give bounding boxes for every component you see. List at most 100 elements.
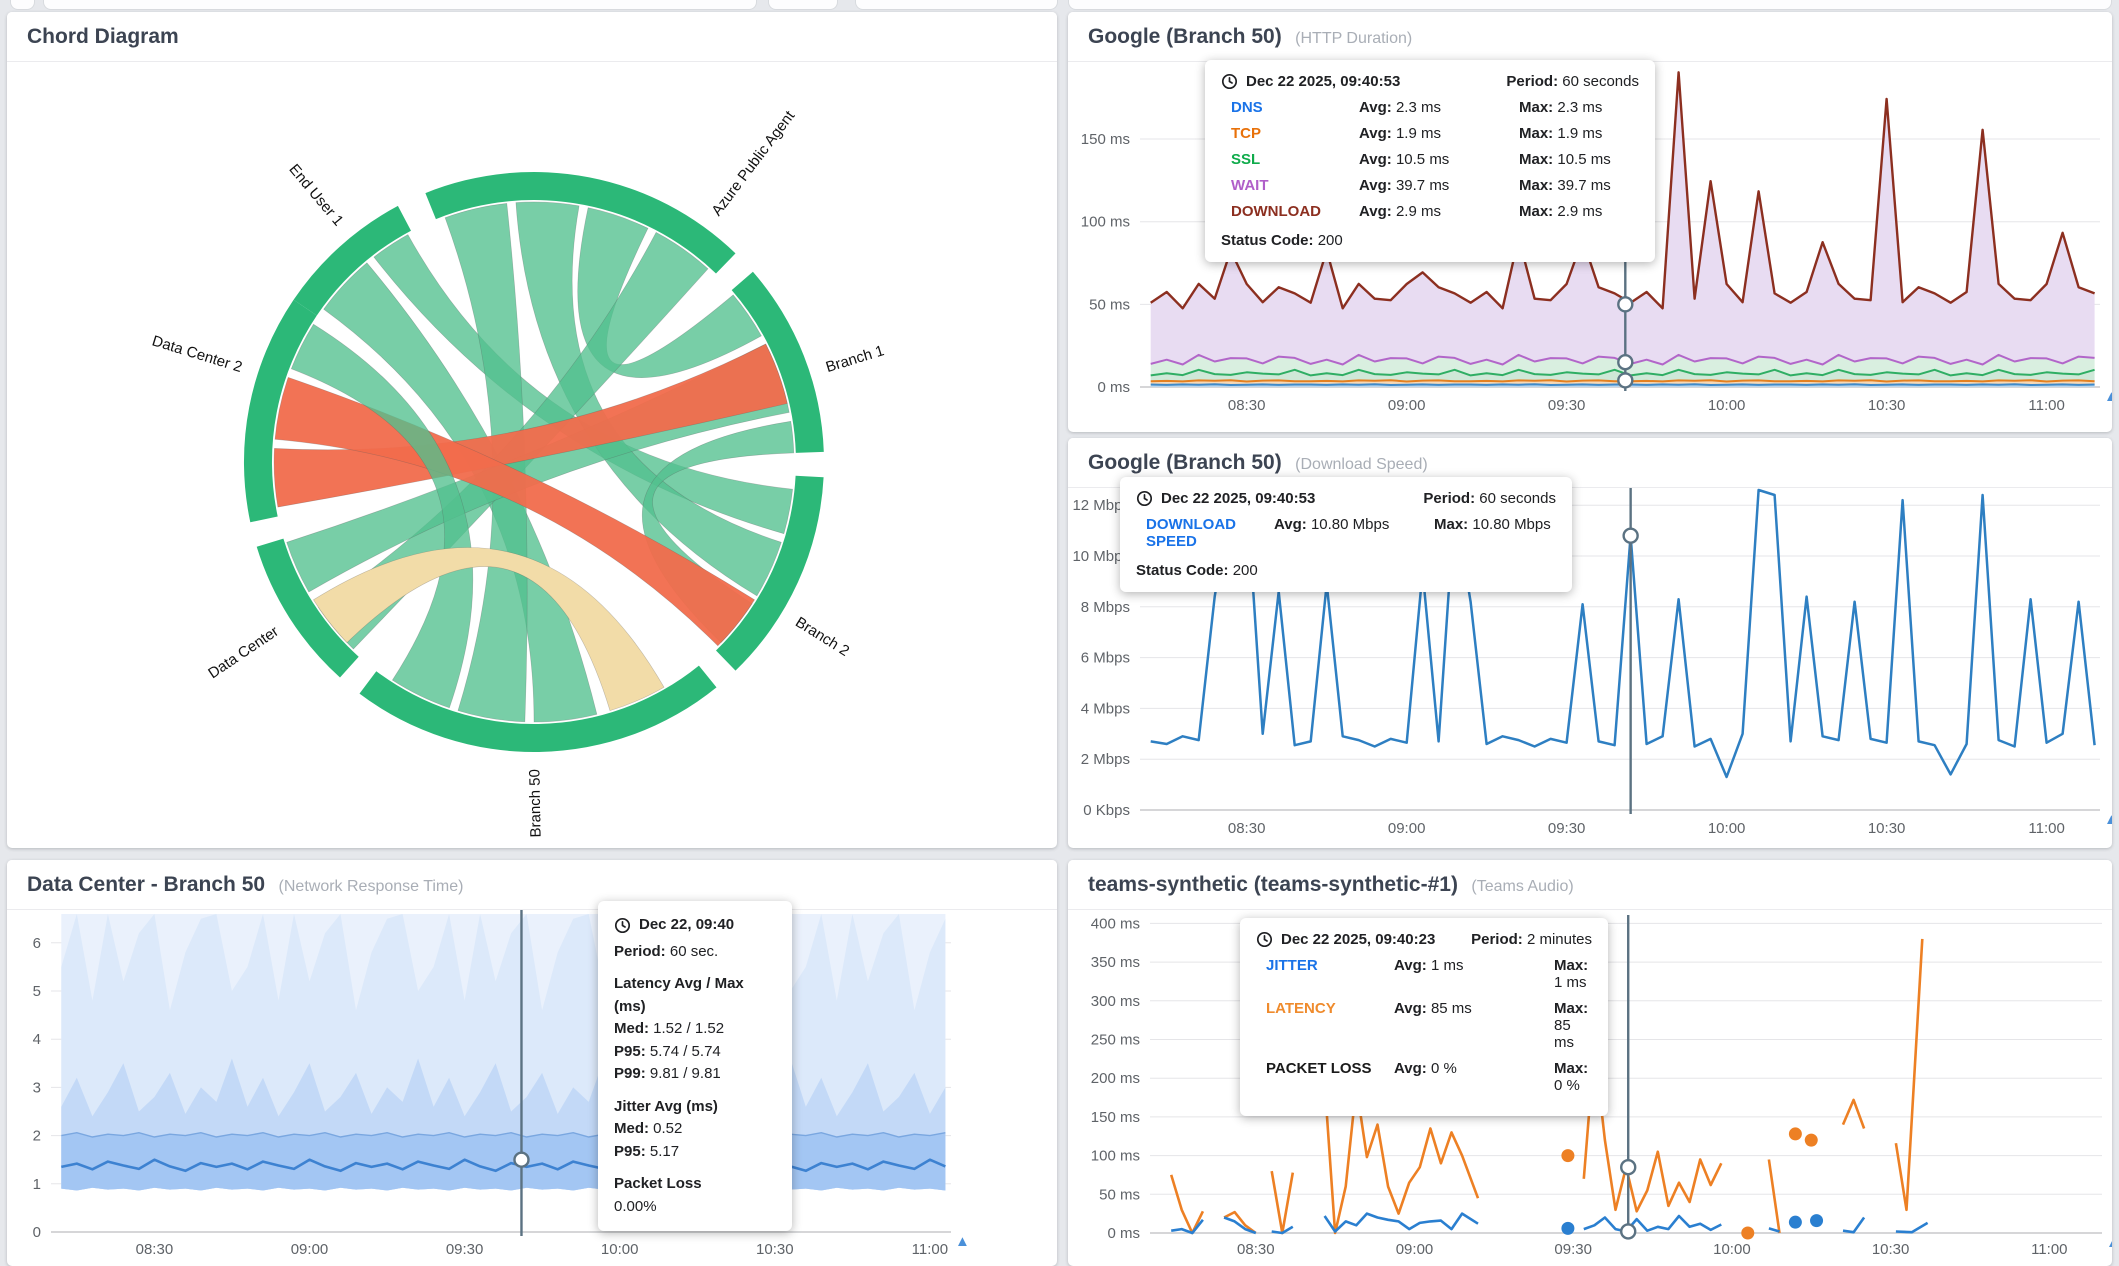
y-axis-label: 50 ms <box>1089 296 1130 313</box>
x-axis-label: 08:30 <box>1228 820 1266 837</box>
chord-arc-data-center[interactable] <box>256 538 359 678</box>
chord-arc-end-user-1[interactable] <box>293 205 411 316</box>
y-axis-label: 0 <box>33 1224 41 1241</box>
x-axis-label: 10:00 <box>601 1241 639 1258</box>
panel-title: Google (Branch 50) <box>1088 25 1282 48</box>
panel-title: Chord Diagram <box>27 25 179 48</box>
chord-ribbon-red[interactable] <box>274 377 755 647</box>
data-dot-latency <box>1804 1133 1818 1147</box>
tooltip-time: Dec 22, 09:40 <box>639 916 735 933</box>
crosshair-marker <box>1617 296 1634 313</box>
x-axis-label: 11:00 <box>912 1241 948 1258</box>
series-segment-latency <box>1841 1098 1866 1129</box>
chord-ribbon-green[interactable] <box>290 323 474 709</box>
series-max: Max: 0 % <box>1554 1060 1589 1094</box>
top-tab[interactable] <box>43 0 757 10</box>
y-axis-label: 150 ms <box>1081 131 1130 148</box>
series-segment-jitter <box>1895 1221 1929 1234</box>
tooltip-period: Period: 60 seconds <box>1423 490 1556 507</box>
y-axis-label: 300 ms <box>1091 993 1140 1010</box>
series-name: SSL <box>1231 151 1261 168</box>
band-inner <box>61 1132 946 1191</box>
zoom-reset-triangle-icon[interactable]: ▲ <box>2104 388 2112 405</box>
y-axis-label: 0 ms <box>1107 1225 1140 1242</box>
chord-plot: End User 1 Azure Public Agent Branch 1 Bran… <box>150 107 886 838</box>
top-tab[interactable] <box>855 0 1058 10</box>
tooltip-header: Dec 22 2025, 09:40:53 Period: 60 seconds <box>1136 490 1556 507</box>
chord-label-data-center-2: Data Center 2 <box>150 332 244 376</box>
x-axis-label: 10:30 <box>1868 397 1906 414</box>
series-avg: Avg: 1.9 ms <box>1359 125 1441 142</box>
panel-title: teams-synthetic (teams-synthetic-#1) <box>1088 873 1458 896</box>
y-axis-label: 400 ms <box>1091 915 1140 932</box>
tooltip-header: Dec 22 2025, 09:40:23 Period: 2 minutes <box>1256 931 1592 948</box>
download-speed-chart[interactable]: 0 Kbps 2 Mbps 4 Mbps 6 Mbps 8 Mbps 10 Mbps 12 … <box>1068 438 2112 848</box>
chord-ribbon-tan[interactable] <box>313 547 665 711</box>
chord-arc-data-center-2[interactable] <box>243 299 317 523</box>
top-tab[interactable] <box>1068 0 2112 10</box>
x-axis-label: 09:30 <box>1548 397 1586 414</box>
tooltip-series-row: WAIT Avg: 39.7 ms Max: 39.7 ms <box>1221 177 1639 194</box>
panel-download-speed: Google (Branch 50) (Download Speed) 0 Kb… <box>1068 438 2112 848</box>
chord-label-branch-50: Branch 50 <box>526 769 544 838</box>
panel-header: Google (Branch 50) (HTTP Duration) <box>1068 12 2112 62</box>
series-name: DOWNLOAD SPEED <box>1146 516 1236 550</box>
x-axis-label: 08:30 <box>1237 1241 1275 1258</box>
series-segment-latency <box>1582 1045 1723 1213</box>
chord-label-data-center: Data Center <box>205 623 282 682</box>
plot: 0 Kbps 2 Mbps 4 Mbps 6 Mbps 8 Mbps 10 Mbps 12 … <box>1072 488 2112 837</box>
tooltip-series-row: DOWNLOAD SPEED Avg: 10.80 Mbps Max: 10.80 … <box>1136 516 1556 550</box>
y-axis-label: 2 <box>33 1128 41 1145</box>
zoom-reset-triangle-icon[interactable]: ▲ <box>2106 1234 2112 1251</box>
chord-diagram[interactable]: End User 1 Azure Public Agent Branch 1 Bran… <box>7 12 1057 848</box>
latency-section: Latency Avg / Max (ms) Med: 1.52 / 1.52 … <box>614 975 744 1082</box>
zoom-reset-triangle-icon[interactable]: ▲ <box>955 1233 970 1250</box>
y-axis-label: 8 Mbps <box>1081 599 1130 616</box>
series-segment-jitter <box>1271 1225 1294 1235</box>
series-segment-latency <box>1169 1174 1205 1235</box>
clock-icon <box>1256 931 1273 948</box>
tooltip-rows: DNS Avg: 2.3 ms Max: 2.3 ms TCP Avg: 1.9 ms M… <box>1221 99 1639 220</box>
series-segment-jitter <box>1842 1216 1866 1234</box>
tooltip-series-row: PACKET LOSS Avg: 0 % Max: 0 % <box>1256 1060 1592 1094</box>
chord-arc-branch-2[interactable] <box>716 475 824 671</box>
tooltip-series-row: SSL Avg: 10.5 ms Max: 10.5 ms <box>1221 151 1639 168</box>
top-tab[interactable] <box>10 0 35 10</box>
crosshair-marker <box>1620 1159 1637 1176</box>
panel-title: Google (Branch 50) <box>1088 451 1282 474</box>
chord-label-end-user-1: End User 1 <box>285 161 346 229</box>
data-dot-jitter <box>1788 1215 1802 1229</box>
series-name: JITTER <box>1266 957 1318 974</box>
datacenter-tooltip: Dec 22, 09:40 Period: 60 sec. Latency Av… <box>598 901 792 1231</box>
y-axis-label: 1 <box>33 1176 41 1193</box>
y-axis-label: 200 ms <box>1091 1070 1140 1087</box>
clock-icon <box>614 917 631 933</box>
x-axis-label: 09:30 <box>1548 820 1586 837</box>
chord-arc-azure-public-agent[interactable] <box>425 171 736 274</box>
chord-ribbon-green[interactable] <box>444 203 528 723</box>
tooltip-series-row: TCP Avg: 1.9 ms Max: 1.9 ms <box>1221 125 1639 142</box>
network-response-time-chart[interactable]: 0 1 2 3 4 5 6 08:30 09:00 09:30 10:00 10:30 11:00 ▲ <box>7 860 1057 1266</box>
top-tab[interactable] <box>768 0 838 10</box>
teams-audio-chart[interactable]: 0 ms 50 ms 100 ms 150 ms 200 ms 250 ms 300 ms 3… <box>1068 860 2112 1266</box>
panel-subtitle: (HTTP Duration) <box>1295 30 1413 47</box>
tooltip-period: Period: 2 minutes <box>1471 931 1592 948</box>
tooltip-series-row: JITTER Avg: 1 ms Max: 1 ms <box>1256 957 1592 991</box>
packet-loss-section: Packet Loss 0.00% <box>614 1175 702 1215</box>
series-segment-latency <box>1894 938 1924 1212</box>
zoom-reset-triangle-icon[interactable]: ▲ <box>2104 811 2112 828</box>
http-duration-chart[interactable]: 0 ms 50 ms 100 ms 150 ms 08:30 09:00 09:30 10:0… <box>1068 12 2112 432</box>
chord-arc-branch-50[interactable] <box>359 665 717 752</box>
series-segment-latency <box>1270 1170 1295 1235</box>
x-axis-label: 09:00 <box>1396 1241 1434 1258</box>
series-avg: Avg: 2.3 ms <box>1359 99 1441 116</box>
series-segment-latency <box>1223 1210 1257 1235</box>
series-name: LATENCY <box>1266 1000 1336 1017</box>
panel-http-duration: Google (Branch 50) (HTTP Duration) 0 ms 5… <box>1068 12 2112 432</box>
series-name: WAIT <box>1231 177 1269 194</box>
chord-arc-branch-1[interactable] <box>731 271 824 453</box>
data-dot-latency <box>1788 1127 1802 1141</box>
x-axis-label: 08:30 <box>136 1241 174 1258</box>
series-segment-latency <box>1323 1082 1480 1235</box>
crosshair-marker <box>1617 372 1634 389</box>
